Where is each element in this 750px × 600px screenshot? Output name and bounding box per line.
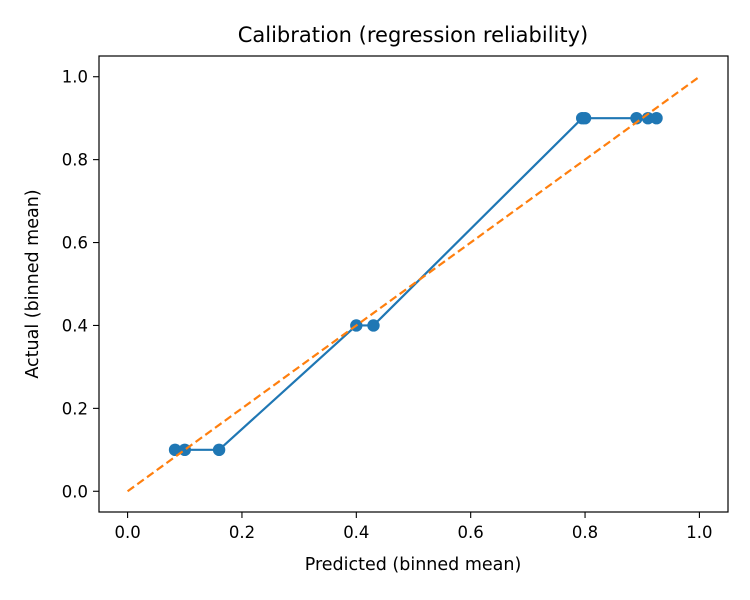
y-tick-label: 0.8 <box>62 151 88 170</box>
y-tick-label: 0.6 <box>62 234 88 253</box>
y-tick-label: 1.0 <box>62 68 88 87</box>
y-tick-label: 0.0 <box>62 482 88 501</box>
calibration-point <box>168 443 182 457</box>
reference-diagonal-line <box>126 75 701 493</box>
series-layer <box>126 75 701 493</box>
y-tick-label: 0.2 <box>62 399 88 418</box>
x-tick-label: 0.6 <box>458 523 484 542</box>
x-axis-ticks: 0.0 0.2 0.4 0.6 0.8 1.0 <box>114 512 713 542</box>
calibration-point <box>650 111 663 125</box>
x-axis-label: Predicted (binned mean) <box>305 555 522 575</box>
calibration-point <box>212 443 226 457</box>
y-axis-label: Actual (binned mean) <box>23 189 43 378</box>
y-axis-ticks: 0.0 0.2 0.4 0.6 0.8 1.0 <box>62 68 99 501</box>
chart-title: Calibration (regression reliability) <box>238 23 589 47</box>
plot-frame <box>98 55 729 513</box>
calibration-point <box>578 111 592 125</box>
x-tick-label: 0.0 <box>114 523 140 542</box>
calibration-point <box>367 319 380 332</box>
x-tick-label: 1.0 <box>686 523 712 542</box>
x-tick-label: 0.8 <box>572 523 598 542</box>
x-tick-label: 0.2 <box>229 523 255 542</box>
y-tick-label: 0.4 <box>62 316 88 335</box>
x-tick-label: 0.4 <box>343 523 369 542</box>
